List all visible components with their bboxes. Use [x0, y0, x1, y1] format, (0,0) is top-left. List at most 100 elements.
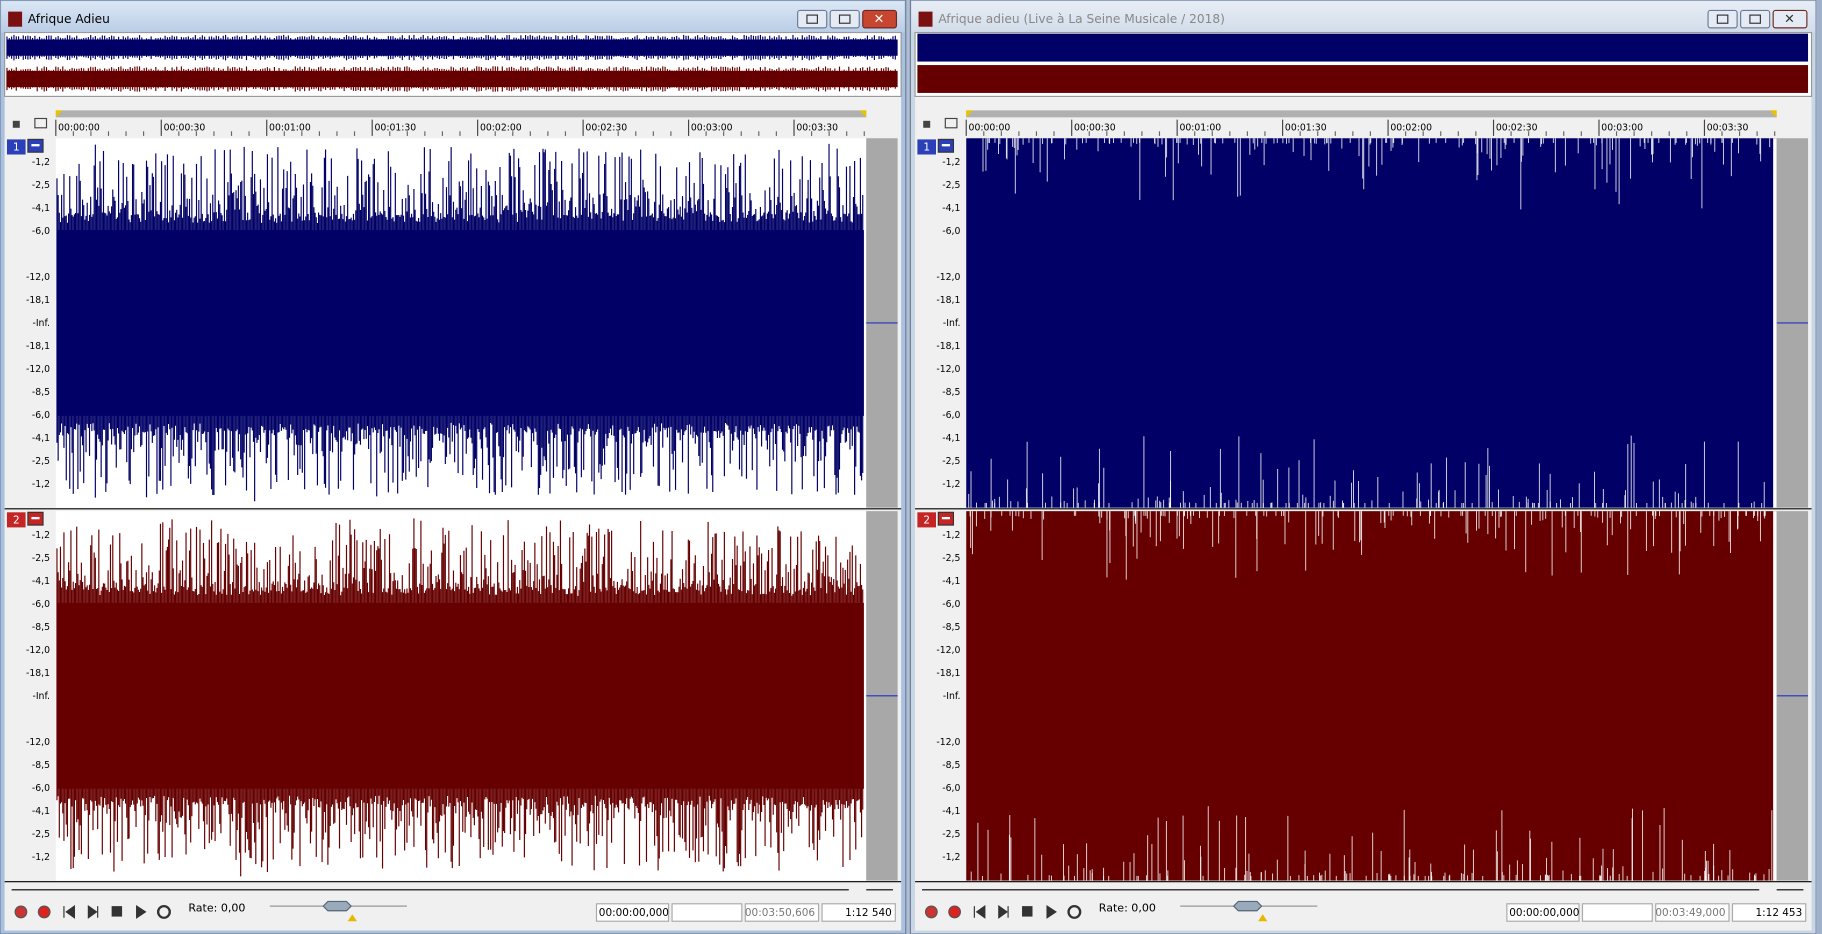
stop-button[interactable] [1022, 906, 1033, 917]
status-length: 00:03:50,606 [745, 907, 815, 919]
title-bar [911, 1, 1816, 33]
db-label: -18,1 [26, 668, 50, 679]
lock-icon[interactable] [12, 120, 20, 128]
db-label: -2,5 [942, 180, 960, 191]
rate-slider-thumb[interactable] [1232, 900, 1263, 912]
ruler-end-marker [859, 110, 867, 118]
close-button[interactable] [1772, 9, 1808, 29]
db-label: -12,0 [26, 364, 50, 375]
ruler-label: 00:02:00 [1390, 122, 1432, 133]
restore-button[interactable] [829, 9, 860, 29]
ruler-label: 00:03:30 [1707, 122, 1749, 133]
status-field [744, 903, 820, 922]
status-field [595, 903, 670, 922]
status-field [671, 903, 743, 922]
restore-button[interactable] [1740, 9, 1771, 29]
db-label: -6,0 [942, 783, 960, 794]
overview-wave [6, 39, 898, 56]
ruler-label: 00:02:00 [480, 122, 522, 133]
close-glyph: ✕ [1784, 12, 1795, 27]
db-label: -1,2 [32, 530, 50, 541]
transport-bar: Rate: 0,00 00:00:00,000 00:03:49,000 1:12 4… [915, 896, 1812, 931]
status-position: 00:00:00,000 [599, 907, 669, 919]
db-label: -6,0 [32, 783, 50, 794]
db-label: -4,1 [32, 576, 50, 587]
channel-number-badge[interactable] [6, 139, 26, 155]
ruler-label: 00:01:30 [1285, 122, 1327, 133]
db-label: -4,1 [32, 806, 50, 817]
ruler-label: 00:01:00 [269, 122, 311, 133]
ruler-icon[interactable] [944, 117, 958, 129]
waveform-core [966, 511, 1777, 881]
play-button[interactable] [1046, 904, 1057, 919]
go-end-button[interactable] [87, 904, 99, 919]
loop-button[interactable] [156, 904, 171, 919]
channel-number: 2 [923, 514, 930, 526]
ruler-label: 00:02:30 [585, 122, 627, 133]
minimize-button[interactable] [1707, 9, 1738, 29]
record-arm-button[interactable] [924, 905, 938, 919]
go-end-button[interactable] [998, 904, 1009, 919]
db-label: -18,1 [936, 341, 960, 352]
status-field [1581, 903, 1653, 922]
db-label: -2,5 [32, 553, 50, 564]
db-label: -1,2 [32, 479, 50, 490]
lock-icon[interactable] [923, 120, 931, 128]
ruler-start-marker [966, 110, 974, 118]
app-icon [918, 11, 933, 27]
db-label: -2,5 [942, 553, 960, 564]
db-label: -Inf. [943, 691, 961, 702]
ruler-label: 00:01:30 [375, 122, 417, 133]
ruler-icon[interactable] [34, 117, 48, 129]
db-label: -8,5 [942, 760, 960, 771]
db-label: -8,5 [32, 387, 50, 398]
close-button[interactable] [862, 9, 898, 29]
record-button[interactable] [948, 905, 961, 919]
db-label: -4,1 [32, 433, 50, 444]
app-icon [8, 11, 23, 27]
overview-wave [917, 33, 1809, 62]
db-label: -4,1 [942, 806, 960, 817]
window-title: Afrique Adieu [28, 12, 110, 26]
db-label: -12,0 [936, 737, 960, 748]
ruler-label: 00:01:00 [1179, 122, 1221, 133]
channel-label-area [915, 138, 967, 508]
loop-button[interactable] [1067, 904, 1082, 919]
db-label: -6,0 [942, 410, 960, 421]
waveform-tail [1773, 511, 1777, 881]
right-edge-strip [1816, 0, 1822, 934]
play-button[interactable] [136, 904, 147, 919]
channel-label-area [4, 511, 56, 881]
close-glyph: ✕ [874, 12, 885, 27]
db-label: -6,0 [32, 410, 50, 421]
channel-number: 1 [923, 142, 930, 154]
status-position: 00:00:00,000 [1509, 907, 1579, 919]
ruler-label: 00:03:30 [796, 122, 838, 133]
channel-number: 2 [13, 514, 20, 526]
db-label: -18,1 [26, 341, 50, 352]
status-zoom: 1:12 453 [1756, 907, 1803, 919]
channel-number-badge[interactable] [917, 139, 936, 155]
channel-number-badge[interactable] [6, 512, 26, 528]
ruler-label: 00:03:00 [1601, 122, 1643, 133]
record-arm-button[interactable] [14, 905, 28, 919]
overview-wave [917, 65, 1809, 93]
rate-slider-thumb[interactable] [322, 900, 352, 912]
db-label: -12,0 [26, 645, 50, 656]
db-label: -12,0 [936, 272, 960, 283]
ruler-end-marker [1769, 110, 1777, 118]
channel-number-badge[interactable] [917, 512, 936, 528]
rate-slider-marker [347, 914, 357, 922]
db-label: -6,0 [32, 226, 50, 237]
channel-number: 1 [13, 142, 20, 154]
go-start-button[interactable] [63, 904, 75, 919]
record-button[interactable] [37, 905, 51, 919]
go-start-button[interactable] [973, 904, 986, 919]
sound-window: Afrique Adieu ✕ 00:00:00 00:00:30 00:01:00 00… [0, 0, 907, 934]
minimize-button[interactable] [797, 9, 828, 29]
stop-button[interactable] [111, 906, 123, 917]
ruler-label: 00:00:00 [58, 122, 100, 133]
db-label: -12,0 [936, 364, 960, 375]
